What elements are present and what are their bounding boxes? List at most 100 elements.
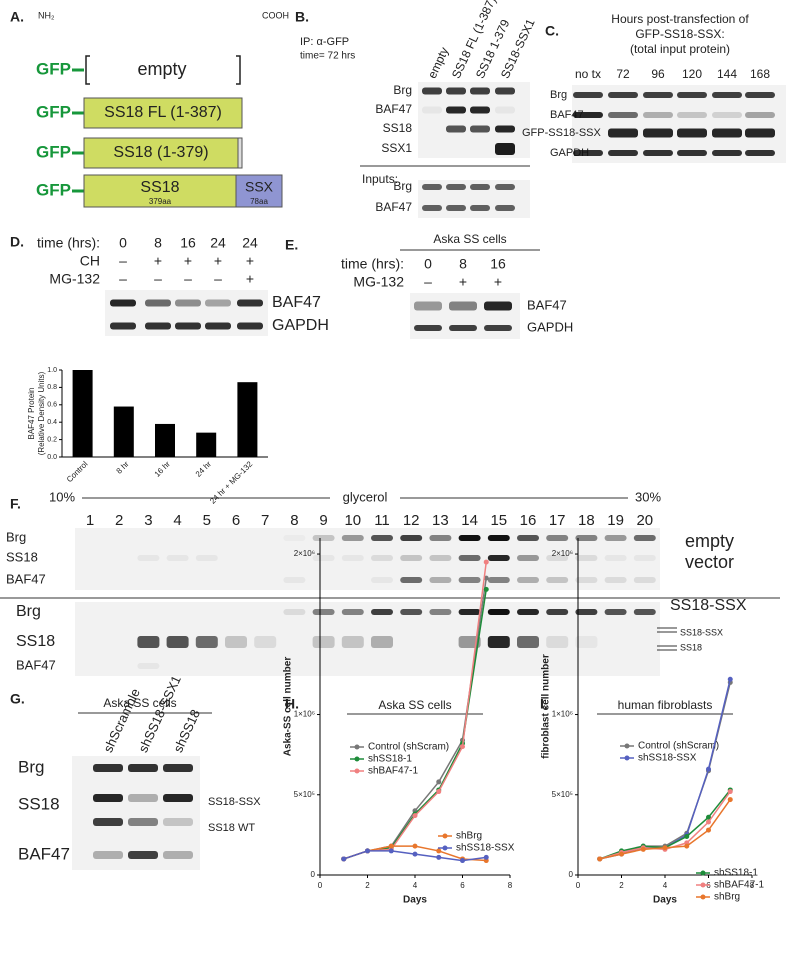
band (283, 609, 306, 615)
fraction: 5 (203, 512, 211, 529)
band (446, 205, 466, 211)
band (608, 92, 638, 98)
legend-marker (700, 894, 706, 900)
condition: + (246, 253, 254, 269)
band (446, 106, 466, 114)
x-tick-label: 8 (508, 881, 513, 890)
fraction: 13 (432, 512, 449, 529)
fraction: 11 (374, 512, 390, 529)
point (597, 856, 603, 862)
band (175, 299, 201, 307)
band (341, 535, 364, 541)
terminus: COOH (262, 10, 289, 20)
band (93, 818, 123, 826)
band (546, 577, 569, 583)
band (429, 577, 452, 583)
panel-letter: G. (10, 691, 25, 707)
condition: – (119, 271, 127, 287)
legend-label: shBAF47-1 (368, 766, 418, 777)
band-label: SS18 WT (208, 822, 255, 834)
lane-label: 144 (717, 67, 737, 81)
legend-label: shSS18-1 (714, 868, 758, 879)
band (470, 87, 490, 95)
point (436, 854, 442, 860)
x-tick-label: 8 (750, 881, 755, 890)
band (487, 535, 510, 541)
bracket (85, 55, 241, 85)
band (495, 87, 515, 95)
y-tick-label: 0.2 (47, 436, 57, 443)
row-label: CH (80, 253, 100, 269)
label: 10% (49, 489, 75, 504)
band (487, 555, 510, 561)
band (254, 636, 277, 648)
point (436, 779, 442, 785)
band (604, 555, 627, 561)
condition: 0 (424, 256, 432, 272)
point (727, 789, 733, 795)
band (633, 577, 656, 583)
band (745, 112, 775, 118)
y-tick-label: 0.0 (47, 454, 57, 461)
construct-box (83, 97, 243, 129)
panel-letter: H. (285, 696, 299, 712)
band-label: GAPDH (272, 317, 329, 334)
condition: 0 (119, 235, 127, 251)
row-label: BAF47 (6, 571, 46, 586)
band (633, 535, 656, 541)
band (633, 609, 656, 615)
y-tick-label: 0 (311, 870, 316, 879)
condition: – (214, 271, 222, 287)
y-axis-label: fibroblast cell number (541, 654, 552, 759)
label: SS18 (140, 179, 179, 196)
x-tick-label: 0 (318, 881, 323, 890)
band (470, 205, 490, 211)
band (484, 325, 512, 331)
row-label: Brg (393, 83, 412, 97)
point (412, 851, 418, 857)
band-label: SS18 (680, 642, 702, 652)
band (575, 555, 598, 561)
group-name: SS18-SSX (670, 597, 747, 614)
fraction: 19 (607, 512, 624, 529)
band (575, 609, 598, 615)
point (436, 789, 442, 795)
band (487, 609, 510, 615)
band-label: SS18-SSX (680, 627, 723, 637)
condition: 24 (242, 235, 258, 251)
legend-marker (700, 882, 706, 888)
construct-box (83, 137, 239, 169)
x-tick-label: 16 hr (153, 459, 172, 478)
band (546, 535, 569, 541)
legend-marker (624, 755, 630, 761)
label: SSX (245, 179, 274, 195)
legend-marker (442, 833, 448, 839)
band (422, 87, 442, 95)
band (643, 92, 673, 98)
point (388, 848, 394, 854)
band (205, 322, 231, 330)
y-tick-label: 2×10⁶ (294, 549, 315, 558)
x-tick-label: 4 (663, 881, 668, 890)
x-axis-label: Days (653, 895, 677, 906)
band (495, 143, 515, 155)
panel-letter: E. (285, 237, 298, 253)
band (128, 818, 158, 826)
legend-marker (700, 870, 706, 876)
group-name: vector (685, 552, 734, 572)
band (137, 636, 160, 648)
panel-title: Aska SS cells (433, 232, 506, 246)
band (608, 150, 638, 156)
band (643, 150, 673, 156)
band (745, 150, 775, 156)
panel-title: (total input protein) (630, 42, 730, 56)
y-tick-label: 1×10⁶ (294, 710, 315, 719)
band-label: SS18-SSX (208, 796, 261, 808)
band (93, 851, 123, 859)
condition: + (154, 253, 162, 269)
lane-label: 72 (616, 67, 630, 81)
band (470, 125, 490, 133)
construct-end (237, 137, 243, 169)
label: 379aa (149, 197, 172, 206)
